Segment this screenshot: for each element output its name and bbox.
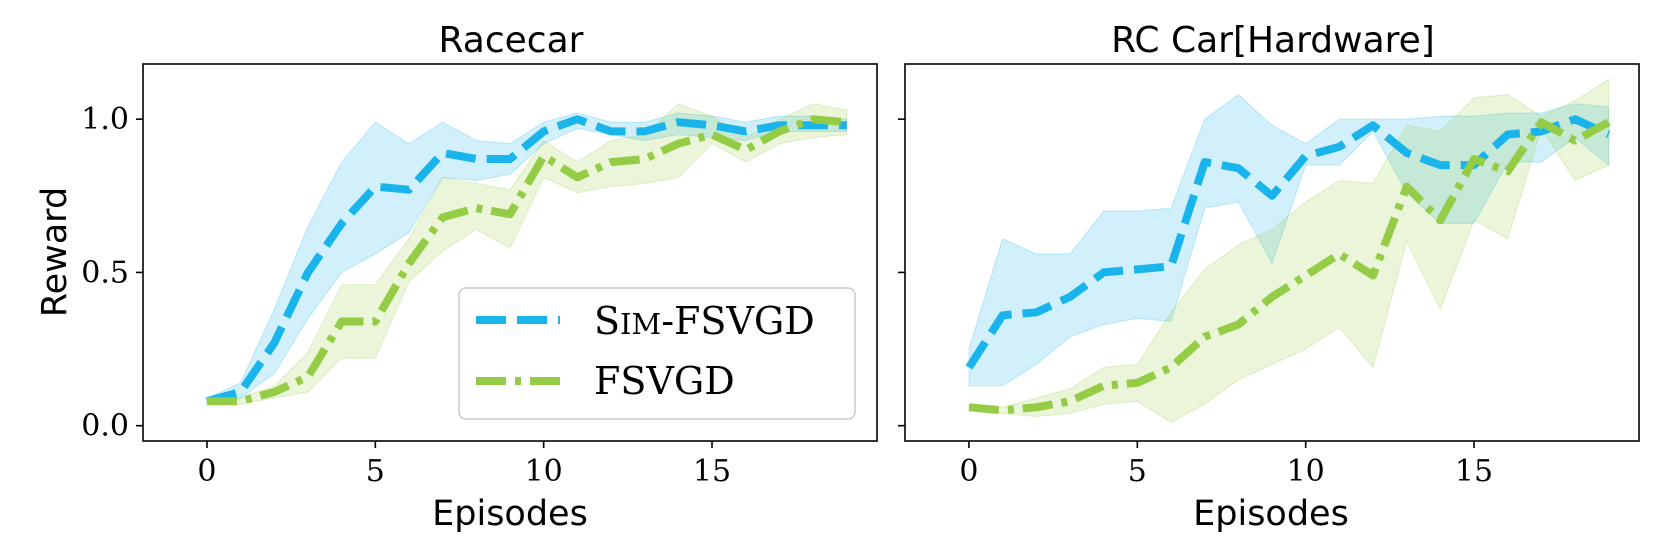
series-line-sim-fsvgd (965, 115, 1611, 370)
x-ticks: 0 5 10 15 (959, 441, 1493, 489)
legend-label-sim-fsvgd: SIM-FSVGD (594, 299, 815, 343)
series-line-fsvgd (207, 115, 848, 406)
panel-title: RC Car[Hardware] (1111, 20, 1435, 61)
y-ticks (898, 118, 905, 427)
legend: SIM-FSVGD FSVGD (458, 287, 856, 420)
band-sim-fsvgd (206, 112, 848, 405)
x-axis-label: Episodes (1193, 494, 1349, 534)
band-fsvgd (206, 103, 848, 405)
y-tick-label: 0.0 (81, 409, 129, 444)
lines (205, 115, 848, 406)
x-tick-label: 10 (525, 454, 563, 489)
x-axis-label: Episodes (432, 494, 588, 534)
panel-racecar: Racecar 0 5 10 15 0.0 0.5 1.0 Episodes SIM-FS… (81, 20, 878, 534)
legend-label-fsvgd: FSVGD (594, 359, 735, 403)
y-tick-label: 0.5 (81, 255, 129, 290)
x-tick-label: 5 (1128, 454, 1147, 489)
bands (206, 103, 848, 405)
x-tick-label: 0 (959, 454, 978, 489)
lines (965, 115, 1611, 415)
panel-title: Racecar (439, 20, 584, 61)
x-tick-label: 5 (366, 454, 385, 489)
y-ticks: 0.0 0.5 1.0 (81, 102, 143, 444)
x-ticks: 0 5 10 15 (197, 441, 731, 489)
y-tick-label: 1.0 (81, 102, 129, 137)
x-tick-label: 0 (197, 454, 216, 489)
panel-rc-car-hardware: RC Car[Hardware] 0 5 10 15 Episodes (898, 20, 1640, 534)
plot-frame (142, 63, 878, 442)
x-tick-label: 15 (1455, 454, 1493, 489)
x-tick-label: 10 (1287, 454, 1325, 489)
x-tick-label: 15 (693, 454, 731, 489)
series-line-sim-fsvgd (205, 115, 847, 406)
plot-frame (904, 63, 1640, 442)
y-axis-label: Reward (35, 187, 75, 317)
